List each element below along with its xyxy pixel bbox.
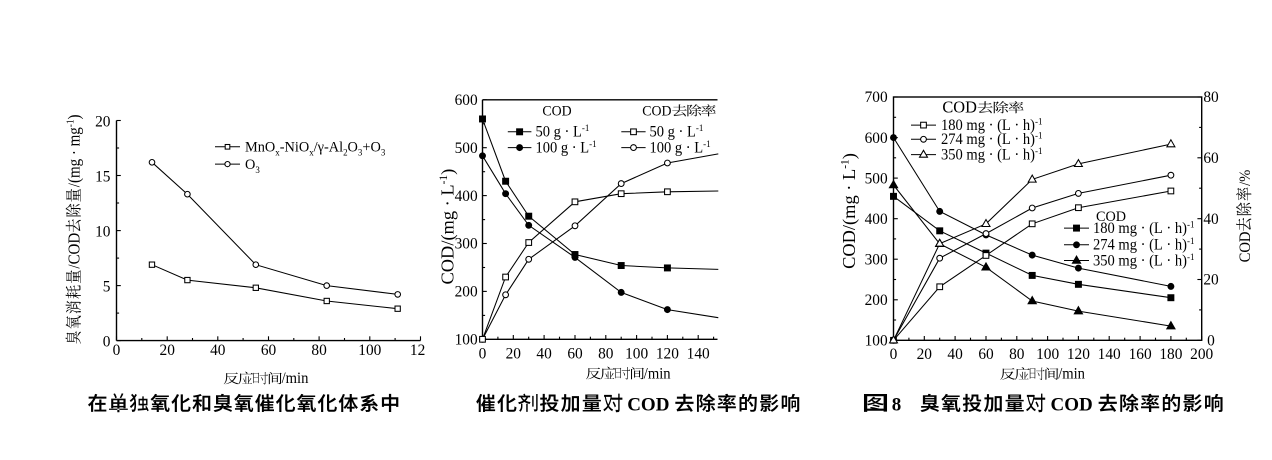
svg-text:60: 60 — [1203, 150, 1218, 167]
svg-text:60: 60 — [978, 346, 993, 363]
svg-text:100: 100 — [1036, 346, 1059, 363]
svg-text:0: 0 — [479, 345, 487, 362]
svg-text:5: 5 — [103, 278, 111, 295]
svg-text:500: 500 — [865, 170, 888, 187]
svg-text:/(mg · mg-1): /(mg · mg-1) — [65, 114, 84, 187]
svg-text:160: 160 — [1129, 346, 1152, 363]
svg-text:100 g · L-1: 100 g · L-1 — [650, 140, 712, 157]
svg-text:140: 140 — [687, 345, 710, 362]
svg-text:COD/(mg · L-1): COD/(mg · L-1) — [839, 153, 860, 269]
svg-text:8: 8 — [892, 394, 902, 415]
svg-text:COD: COD — [942, 97, 976, 116]
svg-text:80: 80 — [1009, 346, 1024, 363]
svg-text:60: 60 — [567, 345, 582, 362]
svg-text:350 mg · (L · h)-1: 350 mg · (L · h)-1 — [941, 147, 1043, 164]
svg-text:COD: COD — [1051, 394, 1093, 415]
svg-text:400: 400 — [865, 210, 888, 227]
svg-text:600: 600 — [455, 92, 478, 109]
svg-text:274 mg · (L · h)-1: 274 mg · (L · h)-1 — [941, 132, 1043, 149]
svg-text:20: 20 — [917, 346, 932, 363]
svg-text:40: 40 — [1203, 210, 1218, 227]
svg-text:MnOx-NiOx/γ-Al2O3+O3: MnOx-NiOx/γ-Al2O3+O3 — [245, 139, 386, 157]
svg-text:COD: COD — [542, 103, 571, 119]
svg-text:20: 20 — [160, 342, 175, 359]
svg-text:COD/(mg · L-1): COD/(mg · L-1) — [437, 169, 458, 285]
svg-text:120: 120 — [1067, 346, 1090, 363]
svg-text:300: 300 — [455, 235, 478, 252]
svg-text:0: 0 — [890, 346, 898, 363]
svg-text:300: 300 — [865, 251, 888, 268]
svg-text:40: 40 — [536, 345, 551, 362]
svg-text:0: 0 — [103, 333, 111, 350]
svg-text:200: 200 — [455, 283, 478, 300]
svg-text:100: 100 — [865, 332, 888, 349]
svg-text:20: 20 — [1203, 271, 1218, 288]
svg-text:400: 400 — [455, 187, 478, 204]
svg-text:/min: /min — [644, 366, 671, 382]
svg-text:/COD: /COD — [66, 233, 84, 269]
svg-text:COD: COD — [642, 103, 671, 119]
svg-text:40: 40 — [947, 346, 962, 363]
svg-text:60: 60 — [261, 342, 276, 359]
svg-text:12: 12 — [410, 342, 425, 359]
svg-text:100: 100 — [455, 331, 478, 348]
svg-text:100: 100 — [358, 342, 381, 359]
svg-text:600: 600 — [865, 129, 888, 146]
svg-text:O3: O3 — [245, 157, 260, 175]
svg-text:50 g · L-1: 50 g · L-1 — [536, 124, 590, 141]
svg-text:500: 500 — [455, 140, 478, 157]
svg-text:350 mg · (L · h)-1: 350 mg · (L · h)-1 — [1093, 253, 1195, 270]
svg-text:10: 10 — [95, 223, 110, 240]
svg-text:0: 0 — [1207, 332, 1215, 349]
svg-text:100: 100 — [625, 345, 648, 362]
svg-text:50 g · L-1: 50 g · L-1 — [650, 124, 704, 141]
svg-text:40: 40 — [210, 342, 225, 359]
svg-text:COD: COD — [1096, 209, 1126, 225]
svg-text:700: 700 — [865, 89, 888, 106]
svg-text:80: 80 — [1203, 89, 1218, 106]
svg-text:15: 15 — [95, 168, 110, 185]
svg-text:180 mg · (L · h)-1: 180 mg · (L · h)-1 — [941, 117, 1043, 134]
svg-text:180 mg · (L · h)-1: 180 mg · (L · h)-1 — [1093, 220, 1195, 237]
svg-text:274 mg · (L · h)-1: 274 mg · (L · h)-1 — [1093, 237, 1195, 254]
svg-text:200: 200 — [1190, 346, 1213, 363]
svg-text:/%: /% — [1238, 170, 1254, 186]
svg-text:COD: COD — [627, 394, 669, 415]
svg-text:120: 120 — [656, 345, 679, 362]
svg-text:COD: COD — [1238, 231, 1254, 262]
svg-text:100 g · L-1: 100 g · L-1 — [536, 140, 598, 157]
svg-text:80: 80 — [311, 342, 326, 359]
svg-text:0: 0 — [113, 342, 121, 359]
svg-text:20: 20 — [506, 345, 521, 362]
svg-text:20: 20 — [95, 113, 110, 130]
svg-text:/min: /min — [1058, 366, 1085, 382]
svg-text:140: 140 — [1098, 346, 1121, 363]
svg-text:80: 80 — [598, 345, 613, 362]
svg-text:180: 180 — [1159, 346, 1182, 363]
svg-text:200: 200 — [865, 292, 888, 309]
svg-text:/min: /min — [282, 371, 309, 387]
